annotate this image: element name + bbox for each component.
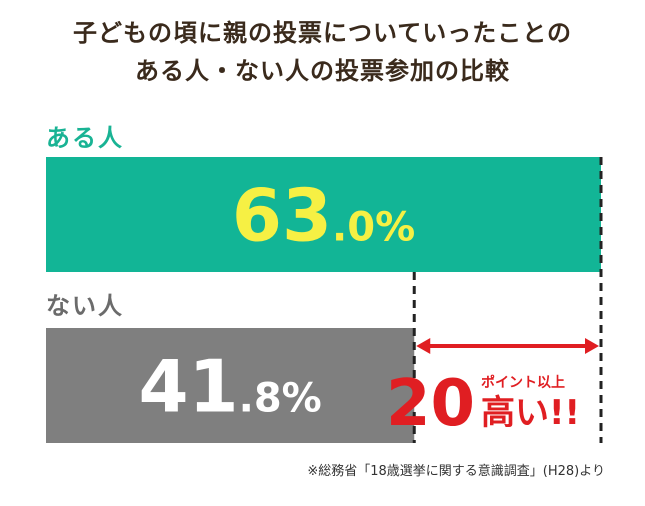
difference-suffix: 高い!!	[481, 393, 580, 433]
difference-arrow-head-left	[416, 338, 431, 354]
bar-value-label-2: 41.8%	[138, 345, 321, 429]
difference-unit: ポイント以上	[481, 374, 565, 391]
category-label-no: ない人	[46, 292, 124, 320]
title-line-1: 子どもの頃に親の投票についていったことの	[72, 19, 573, 47]
bar-2	[46, 328, 415, 443]
source-note: ※総務省「18歳選挙に関する意識調査」(H28)より	[307, 464, 605, 479]
difference-value: 20	[386, 367, 475, 441]
bar-1	[46, 157, 601, 272]
chart-title: 子どもの頃に親の投票についていったことの ある人・ない人の投票参加の比較	[0, 14, 645, 90]
difference-arrow-head-right	[585, 338, 599, 354]
bar-value-label-1: 63.0%	[232, 174, 415, 258]
category-label-yes: ある人	[46, 124, 124, 152]
title-line-2: ある人・ない人の投票参加の比較	[135, 57, 510, 85]
